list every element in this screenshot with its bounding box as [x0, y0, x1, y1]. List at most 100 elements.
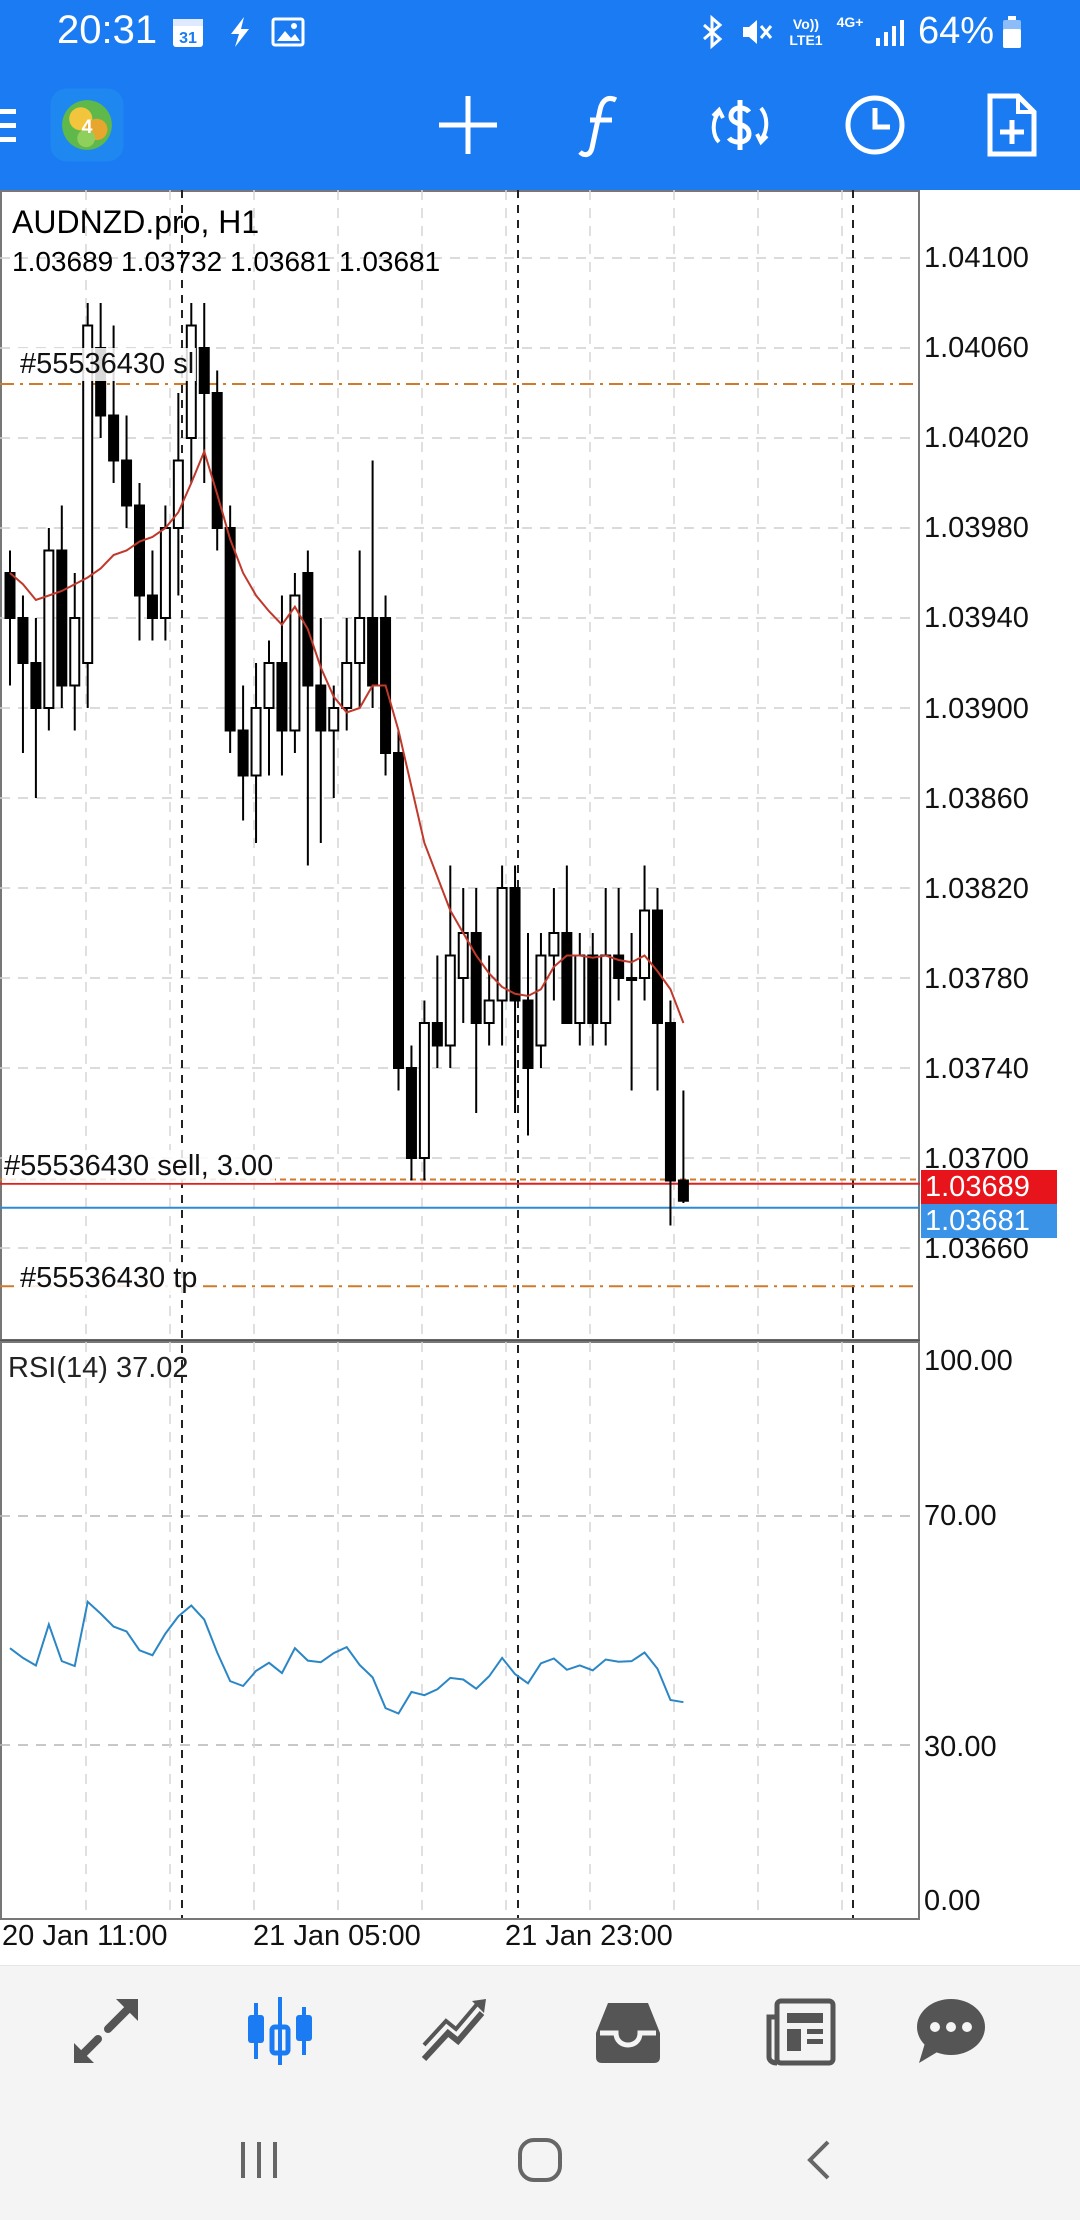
candlestick — [263, 640, 275, 776]
chart-area[interactable]: AUDNZD.pro, H1 1.03689 1.03732 1.03681 1… — [0, 190, 1080, 1965]
candlestick — [56, 505, 68, 708]
price-axis-label: 1.04100 — [924, 242, 1029, 274]
chart-canvas[interactable] — [0, 190, 1080, 1965]
candlestick — [470, 888, 482, 1113]
candlestick — [457, 888, 469, 1023]
moving-average-line — [9, 448, 685, 1024]
candle-body-bear — [224, 527, 236, 732]
battery-icon — [1000, 14, 1024, 50]
candle-body-bear — [17, 617, 29, 664]
time-axis-label: 21 Jan 05:00 — [253, 1920, 421, 1952]
candle-body-bull — [574, 954, 586, 1024]
candlestick — [496, 865, 508, 1046]
ohlc-values: 1.03689 1.03732 1.03681 1.03681 — [12, 246, 441, 277]
candle-body-bear — [108, 414, 120, 462]
candlestick — [146, 550, 158, 641]
rsi-pane-frame — [0, 1341, 920, 1920]
candlestick — [328, 685, 340, 798]
metatrader-logo-icon: 4 — [50, 88, 124, 162]
rsi-title: RSI(14) 37.02 — [8, 1352, 189, 1384]
candle-body-bull — [483, 999, 495, 1024]
candle-body-bear — [587, 954, 599, 1024]
candle-body-bear — [561, 932, 573, 1024]
dollar-cycle-icon — [711, 100, 769, 150]
candlestick — [639, 865, 651, 1001]
recents-icon — [241, 2142, 277, 2178]
nav-trade[interactable] — [404, 1986, 504, 2076]
candlestick — [69, 573, 81, 731]
candlestick — [315, 618, 327, 843]
candle-body-bear — [146, 594, 158, 619]
stop-loss-label[interactable]: #55536430 sl — [18, 348, 197, 381]
candle-body-bear — [522, 999, 534, 1069]
candle-body-bear — [276, 662, 288, 732]
candle-body-bear — [198, 347, 210, 394]
crosshair-icon — [439, 96, 497, 154]
candle-body-bull — [328, 707, 340, 732]
candle-body-bear — [393, 752, 404, 1069]
candle-body-bull — [159, 527, 171, 619]
price-axis-label: 1.04020 — [924, 422, 1029, 454]
nav-messages[interactable] — [901, 1986, 1001, 2076]
signal-icon — [872, 14, 908, 50]
price-axis-label: 1.03980 — [924, 512, 1029, 544]
indicators-button[interactable] — [558, 80, 648, 170]
timeframe-button[interactable] — [830, 80, 920, 170]
recents-button[interactable] — [219, 2125, 299, 2195]
candlestick — [134, 483, 145, 641]
nav-chart[interactable] — [230, 1986, 330, 2076]
status-time: 20:31 — [57, 8, 158, 52]
candle-body-bear — [134, 504, 145, 597]
trade-button[interactable] — [695, 80, 785, 170]
candle-body-bear — [405, 1067, 417, 1159]
nav-quotes[interactable] — [56, 1986, 156, 2076]
function-icon — [578, 95, 618, 158]
ask-price-tag: 1.03681 — [921, 1204, 1057, 1238]
candle-body-bull — [185, 324, 197, 439]
new-order-button[interactable] — [966, 80, 1056, 170]
candlestick — [172, 393, 184, 596]
price-axis-label: 1.03660 — [924, 1233, 1029, 1265]
candlestick — [509, 865, 521, 1113]
price-axis-label: 1.03900 — [924, 693, 1029, 725]
price-axis-label: 1.03820 — [924, 873, 1029, 905]
candle-body-bull — [639, 909, 651, 979]
crosshair-button[interactable] — [423, 80, 513, 170]
candle-body-bear — [664, 1022, 676, 1182]
candlestick — [237, 685, 249, 821]
image-icon — [270, 14, 306, 50]
take-profit-label[interactable]: #55536430 tp — [18, 1262, 200, 1295]
nav-history[interactable] — [578, 1986, 678, 2076]
candlestick — [405, 1045, 417, 1181]
candlestick — [393, 730, 404, 1091]
candle-body-bear — [121, 459, 133, 507]
rsi-axis-label: 70.00 — [924, 1500, 997, 1532]
bid-price-tag: 1.03689 — [921, 1170, 1057, 1204]
back-icon — [807, 2140, 830, 2180]
candlestick — [354, 550, 366, 708]
rsi-axis-label: 100.00 — [924, 1345, 1013, 1377]
candlestick — [431, 955, 443, 1068]
back-button[interactable] — [780, 2125, 860, 2195]
candle-body-bull — [43, 549, 55, 709]
candle-body-bull — [263, 662, 275, 709]
candlestick — [198, 303, 210, 483]
candlestick — [17, 595, 29, 753]
candle-body-bear — [613, 954, 625, 979]
candlestick — [600, 888, 612, 1046]
inbox-icon — [596, 2003, 660, 2063]
volte-label: Vo)) LTE1 — [789, 16, 823, 48]
bottom-navigation — [0, 1965, 1080, 2095]
candlestick — [250, 663, 262, 843]
entry-order-label[interactable]: #55536430 sell, 3.00 — [2, 1150, 276, 1183]
candlestick — [159, 505, 171, 641]
nav-news[interactable] — [751, 1986, 851, 2076]
trade-trend-icon — [421, 1999, 486, 2062]
candlestick — [211, 370, 223, 551]
menu-button[interactable] — [0, 80, 40, 170]
candle-body-bear — [367, 617, 379, 687]
calendar-icon: 31 — [170, 14, 206, 50]
candlestick — [522, 933, 534, 1136]
candlestick — [121, 415, 133, 528]
home-button[interactable] — [500, 2125, 580, 2195]
